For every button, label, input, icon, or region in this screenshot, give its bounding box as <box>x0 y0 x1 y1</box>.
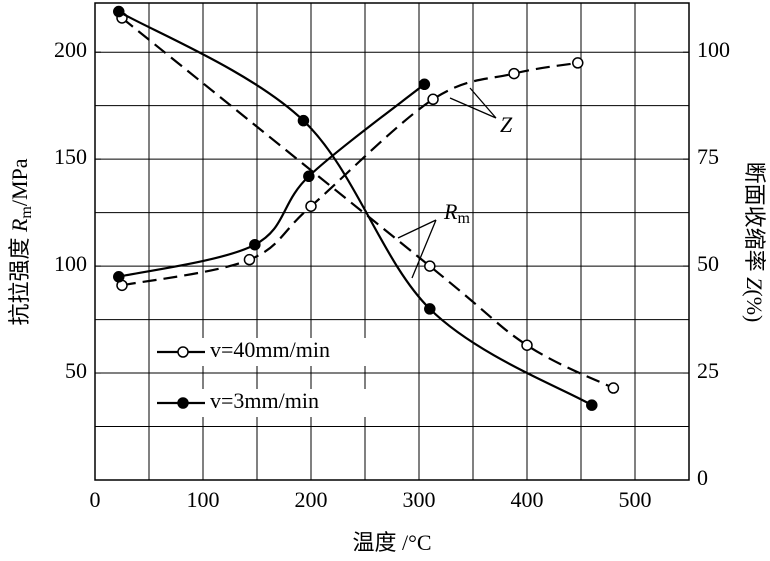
series-line <box>121 17 614 390</box>
y2-tick-label: 50 <box>697 251 719 276</box>
annotation-text: R <box>443 199 458 224</box>
y2-axis-label: 断面收缩率 Z(%) <box>742 162 767 323</box>
y-tick-label: 50 <box>65 358 87 383</box>
y-tick-label: 150 <box>54 144 87 169</box>
data-point <box>427 93 439 106</box>
series-line <box>121 61 578 287</box>
data-point <box>521 339 533 351</box>
y-label-part: R <box>7 218 32 233</box>
data-point <box>418 78 431 91</box>
data-point <box>586 399 598 411</box>
x-tick-label: 300 <box>403 487 436 512</box>
plot-frame <box>94 2 690 481</box>
annotation-pointer <box>397 219 437 279</box>
legend-marker <box>177 346 189 358</box>
y2-label-part: 断面收缩率 <box>742 162 767 278</box>
legend-label: v=3mm/min <box>210 388 319 413</box>
data-point <box>424 260 436 272</box>
legend-label: v=40mm/min <box>210 337 330 362</box>
y2-tick-label: 75 <box>697 144 719 169</box>
annotation-sub: m <box>457 210 470 227</box>
data-point <box>424 303 436 315</box>
annotation: Rm <box>443 199 470 227</box>
data-point <box>243 253 256 266</box>
y2-label-part: (%) <box>742 289 767 322</box>
y2-tick-label: 100 <box>697 37 730 62</box>
y2-tick-label: 25 <box>697 358 719 383</box>
y-axis-label: 抗拉强度 Rm/MPa <box>7 158 35 325</box>
y2-tick-label: 0 <box>697 465 708 490</box>
y-tick-label: 100 <box>54 251 87 276</box>
data-point <box>113 271 125 283</box>
x-tick-label: 200 <box>295 487 328 512</box>
y-label-part: m <box>18 206 35 219</box>
data-point <box>249 238 261 251</box>
data-point <box>297 114 310 127</box>
x-axis-label: 温度 /°C <box>352 530 431 555</box>
data-point <box>305 200 317 212</box>
y-tick-label: 200 <box>54 37 87 62</box>
data-point <box>113 5 125 18</box>
annotation-pointer <box>449 87 497 119</box>
x-tick-label: 500 <box>619 487 652 512</box>
legend-marker <box>177 397 189 409</box>
x-tick-label: 400 <box>511 487 544 512</box>
y2-label-part: Z <box>742 277 767 290</box>
data-point <box>508 67 520 80</box>
x-tick-label: 100 <box>187 487 220 512</box>
series-line <box>118 83 426 278</box>
y-label-part: 抗拉强度 <box>7 232 32 326</box>
data-point <box>572 57 584 69</box>
data-point <box>607 382 620 394</box>
y-label-part: /MPa <box>7 158 32 206</box>
annotation: Z <box>500 112 513 137</box>
x-tick-label: 0 <box>90 487 101 512</box>
series-line <box>118 10 593 407</box>
data-point <box>303 170 315 183</box>
